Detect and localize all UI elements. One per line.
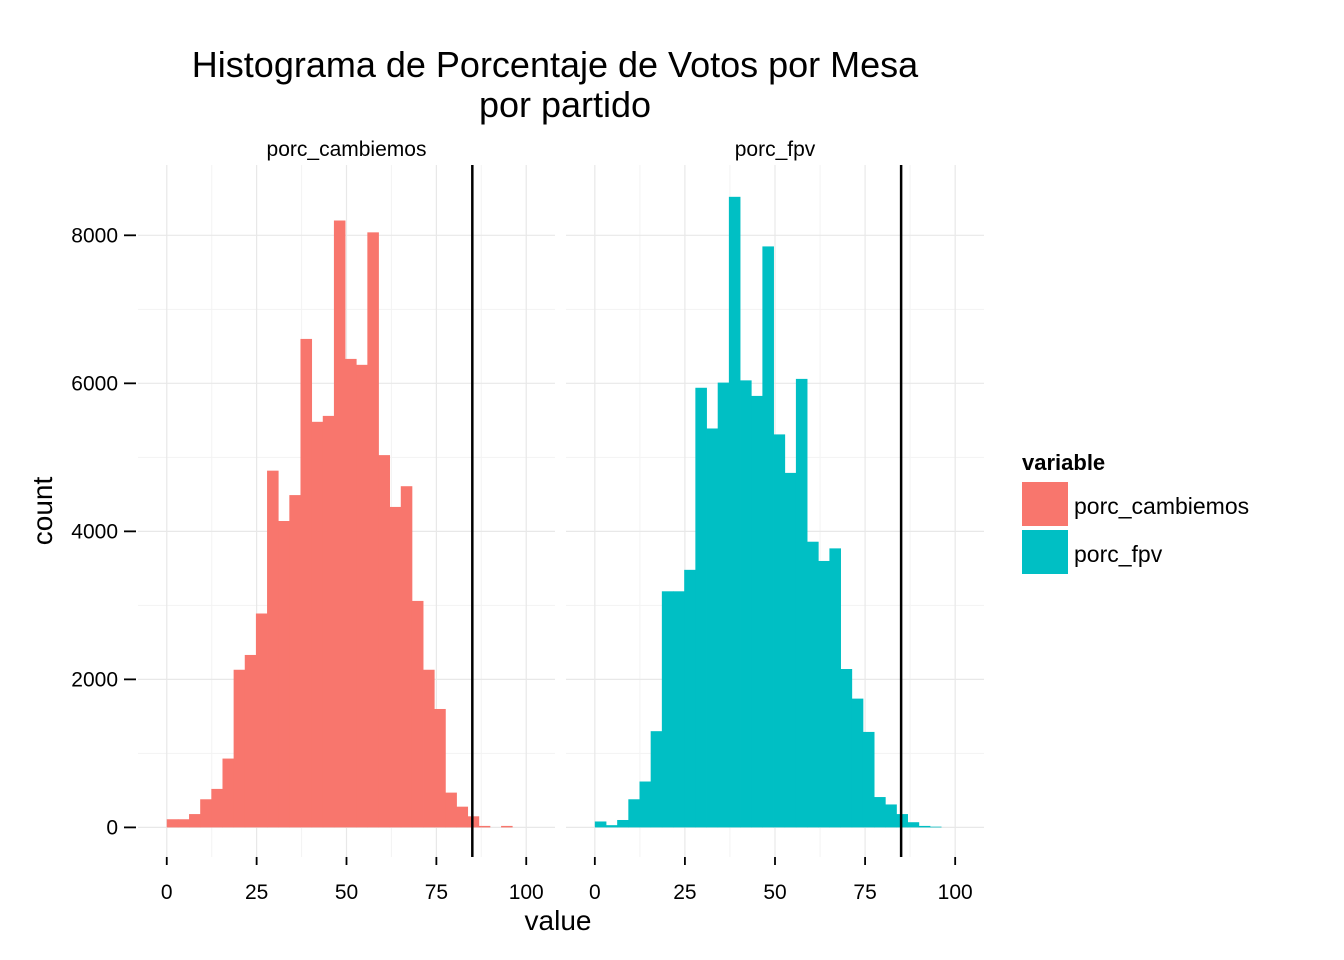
histogram-bar: [795, 378, 808, 828]
histogram-bar: [650, 731, 663, 828]
histogram-bar: [189, 814, 201, 828]
histogram-bar: [829, 548, 841, 828]
y-tick-label: 4000: [71, 520, 118, 543]
y-tick-label: 2000: [71, 668, 118, 691]
histogram-bar: [244, 654, 257, 828]
y-tick-label: 8000: [71, 224, 118, 247]
legend: variable porc_cambiemos porc_fpv: [1022, 450, 1249, 574]
histogram-bar: [594, 821, 607, 828]
legend-swatch-porc-cambiemos: [1022, 482, 1068, 526]
histogram-bar: [840, 669, 853, 828]
histogram-bar: [389, 506, 402, 828]
y-axis: 0 2000 4000 6000 8000: [71, 224, 136, 839]
histogram-bar: [628, 799, 640, 828]
chart-title-line1: Histograma de Porcentaje de Votos por Me…: [192, 44, 919, 85]
histogram-bar: [695, 387, 707, 828]
histogram-bar: [807, 541, 819, 828]
histogram-bar: [211, 788, 223, 828]
histogram-bar: [177, 819, 190, 828]
y-tick-label: 6000: [71, 372, 118, 395]
histogram-bar: [605, 825, 618, 828]
histogram-bar: [445, 792, 457, 828]
x-tick-label: 75: [853, 881, 876, 904]
histogram-bar: [885, 804, 897, 828]
strip-label-porc_fpv: porc_fpv: [735, 138, 816, 161]
histogram-bar: [918, 825, 931, 828]
histogram-bar: [333, 220, 346, 828]
histogram-bar: [751, 395, 763, 828]
histogram-bar: [233, 669, 246, 828]
legend-swatch-porc-fpv: [1022, 530, 1068, 574]
histogram-bar: [200, 799, 212, 828]
x-tick-label: 50: [763, 881, 786, 904]
x-tick-label: 25: [673, 881, 696, 904]
histogram-bar: [356, 364, 368, 828]
legend-label-porc-fpv: porc_fpv: [1074, 541, 1163, 567]
x-tick-label: 50: [335, 881, 358, 904]
histogram-bar: [706, 428, 719, 828]
histogram-bar: [851, 698, 864, 828]
histogram-bar: [278, 520, 290, 828]
histogram-bar: [673, 591, 685, 828]
x-tick-label: 100: [938, 881, 973, 904]
x-tick-label: 75: [425, 881, 448, 904]
x-tick-label: 0: [161, 881, 173, 904]
y-tick-label: 0: [106, 816, 118, 839]
histogram-bar: [717, 382, 730, 828]
histogram-bar: [345, 358, 357, 828]
histogram-bar: [456, 806, 469, 828]
histogram-bar: [434, 708, 446, 828]
histogram-bar: [929, 826, 942, 828]
histogram-bar: [740, 380, 752, 828]
legend-label-porc-cambiemos: porc_cambiemos: [1074, 493, 1249, 519]
panel-porc_fpv: porc_fpv 0 25 50 75 100: [566, 138, 984, 904]
y-axis-title: count: [27, 477, 58, 546]
histogram-bar: [728, 196, 741, 828]
histogram-bar: [818, 560, 830, 828]
x-tick-label: 0: [589, 881, 601, 904]
histogram-bar: [773, 434, 786, 828]
histogram-bar: [762, 246, 774, 828]
x-tick-label: 25: [245, 881, 268, 904]
facet-panels: porc_cambiemos 0 25 50 75 100 porc_fpv 0 25 50 75 1…: [71, 138, 984, 904]
histogram-bar: [661, 591, 674, 828]
histogram-bar: [423, 669, 435, 828]
histogram-bar: [874, 797, 886, 828]
histogram-bar: [267, 470, 279, 828]
histogram-bar: [639, 781, 652, 828]
chart-title-line2: por partido: [479, 84, 651, 125]
histogram-bar: [166, 819, 179, 828]
histogram-bar: [367, 232, 379, 828]
histogram-bar: [907, 822, 920, 828]
histogram-bar: [684, 569, 696, 828]
strip-label-porc_cambiemos: porc_cambiemos: [267, 138, 427, 161]
x-axis-title: value: [525, 905, 592, 936]
histogram-bar: [501, 825, 513, 828]
histogram-bar: [378, 455, 391, 828]
x-tick-label: 100: [509, 881, 544, 904]
histogram-bar: [411, 600, 424, 828]
histogram-bar: [617, 819, 629, 828]
histogram-bar: [478, 825, 491, 828]
histogram-bar: [322, 415, 335, 828]
histogram-bar: [289, 495, 301, 828]
histogram-bar: [784, 472, 797, 828]
histogram-bar: [222, 758, 235, 828]
panel-porc_cambiemos: porc_cambiemos 0 25 50 75 100: [138, 138, 555, 904]
histogram-bar: [400, 486, 413, 828]
legend-title: variable: [1022, 450, 1105, 475]
histogram-bar: [311, 421, 324, 828]
histogram-bar: [862, 731, 875, 828]
histogram-bar: [255, 613, 268, 828]
histogram-bar: [300, 338, 313, 828]
